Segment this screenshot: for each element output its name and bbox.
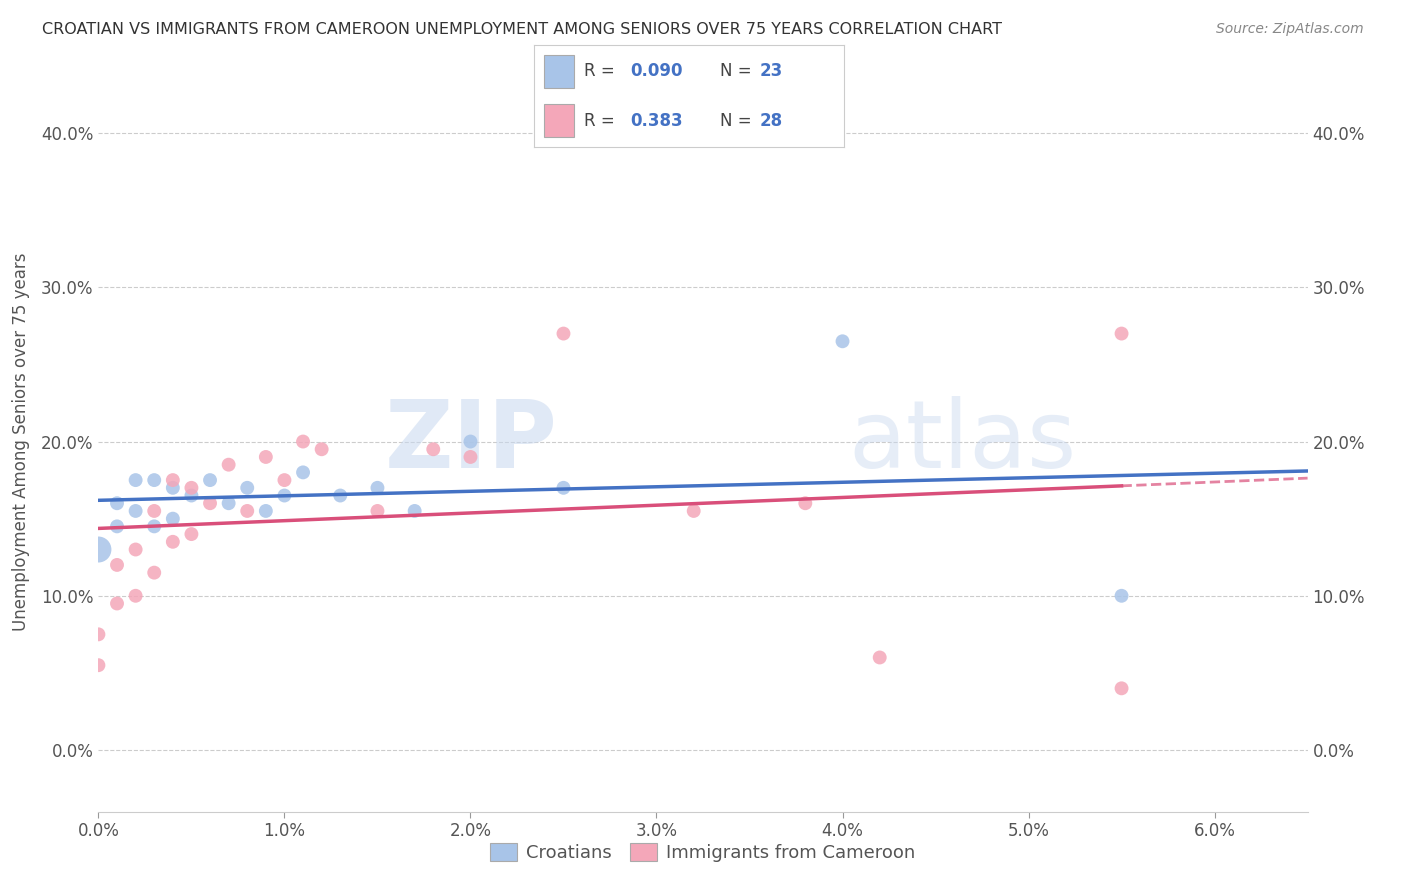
Point	[292, 434, 315, 449]
Point	[105, 558, 128, 572]
Point	[1111, 589, 1133, 603]
Point	[124, 473, 146, 487]
Text: 28: 28	[761, 112, 783, 129]
Point	[124, 504, 146, 518]
Point	[460, 450, 482, 464]
Text: N =: N =	[720, 62, 756, 80]
Y-axis label: Unemployment Among Seniors over 75 years: Unemployment Among Seniors over 75 years	[11, 252, 30, 631]
Point	[87, 627, 110, 641]
Text: N =: N =	[720, 112, 756, 129]
Text: Source: ZipAtlas.com: Source: ZipAtlas.com	[1216, 22, 1364, 37]
Point	[105, 519, 128, 533]
Point	[162, 481, 184, 495]
Point	[143, 473, 166, 487]
Point	[87, 542, 110, 557]
Point	[404, 504, 426, 518]
Point	[180, 489, 202, 503]
Point	[105, 496, 128, 510]
Point	[553, 481, 575, 495]
Point	[1111, 326, 1133, 341]
Text: 0.090: 0.090	[630, 62, 683, 80]
Point	[292, 466, 315, 480]
Point	[553, 326, 575, 341]
Text: CROATIAN VS IMMIGRANTS FROM CAMEROON UNEMPLOYMENT AMONG SENIORS OVER 75 YEARS CO: CROATIAN VS IMMIGRANTS FROM CAMEROON UNE…	[42, 22, 1002, 37]
Point	[236, 504, 259, 518]
Point	[366, 481, 388, 495]
Point	[105, 597, 128, 611]
Point	[273, 489, 295, 503]
Point	[254, 450, 277, 464]
Point	[124, 542, 146, 557]
Point	[422, 442, 444, 457]
Text: R =: R =	[583, 112, 620, 129]
Point	[143, 519, 166, 533]
Text: 0.383: 0.383	[630, 112, 683, 129]
Point	[254, 504, 277, 518]
Point	[162, 511, 184, 525]
Point	[869, 650, 891, 665]
Point	[198, 496, 221, 510]
Point	[273, 473, 295, 487]
Point	[162, 473, 184, 487]
Point	[143, 504, 166, 518]
Point	[218, 458, 240, 472]
Point	[218, 496, 240, 510]
Point	[180, 527, 202, 541]
Text: R =: R =	[583, 62, 620, 80]
Point	[87, 658, 110, 673]
Point	[311, 442, 333, 457]
Text: atlas: atlas	[848, 395, 1077, 488]
Point	[180, 481, 202, 495]
Point	[329, 489, 352, 503]
FancyBboxPatch shape	[544, 104, 575, 137]
Point	[124, 589, 146, 603]
Point	[1111, 681, 1133, 696]
Point	[143, 566, 166, 580]
Point	[460, 434, 482, 449]
Point	[198, 473, 221, 487]
Point	[236, 481, 259, 495]
Text: ZIP: ZIP	[385, 395, 558, 488]
FancyBboxPatch shape	[544, 55, 575, 87]
Point	[366, 504, 388, 518]
Legend: Croatians, Immigrants from Cameroon: Croatians, Immigrants from Cameroon	[484, 836, 922, 870]
Point	[162, 534, 184, 549]
Text: 23: 23	[761, 62, 783, 80]
Point	[682, 504, 704, 518]
Point	[794, 496, 817, 510]
Point	[831, 334, 853, 349]
